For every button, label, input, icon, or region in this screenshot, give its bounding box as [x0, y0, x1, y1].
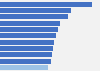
Bar: [0, 8, 71, 13]
Bar: [0, 40, 54, 45]
Bar: [0, 21, 60, 26]
Bar: [0, 33, 56, 38]
Bar: [0, 14, 68, 19]
Bar: [0, 2, 92, 7]
Bar: [0, 59, 51, 64]
Bar: [0, 65, 48, 70]
Bar: [0, 46, 53, 51]
Bar: [0, 27, 58, 32]
Bar: [0, 52, 52, 57]
